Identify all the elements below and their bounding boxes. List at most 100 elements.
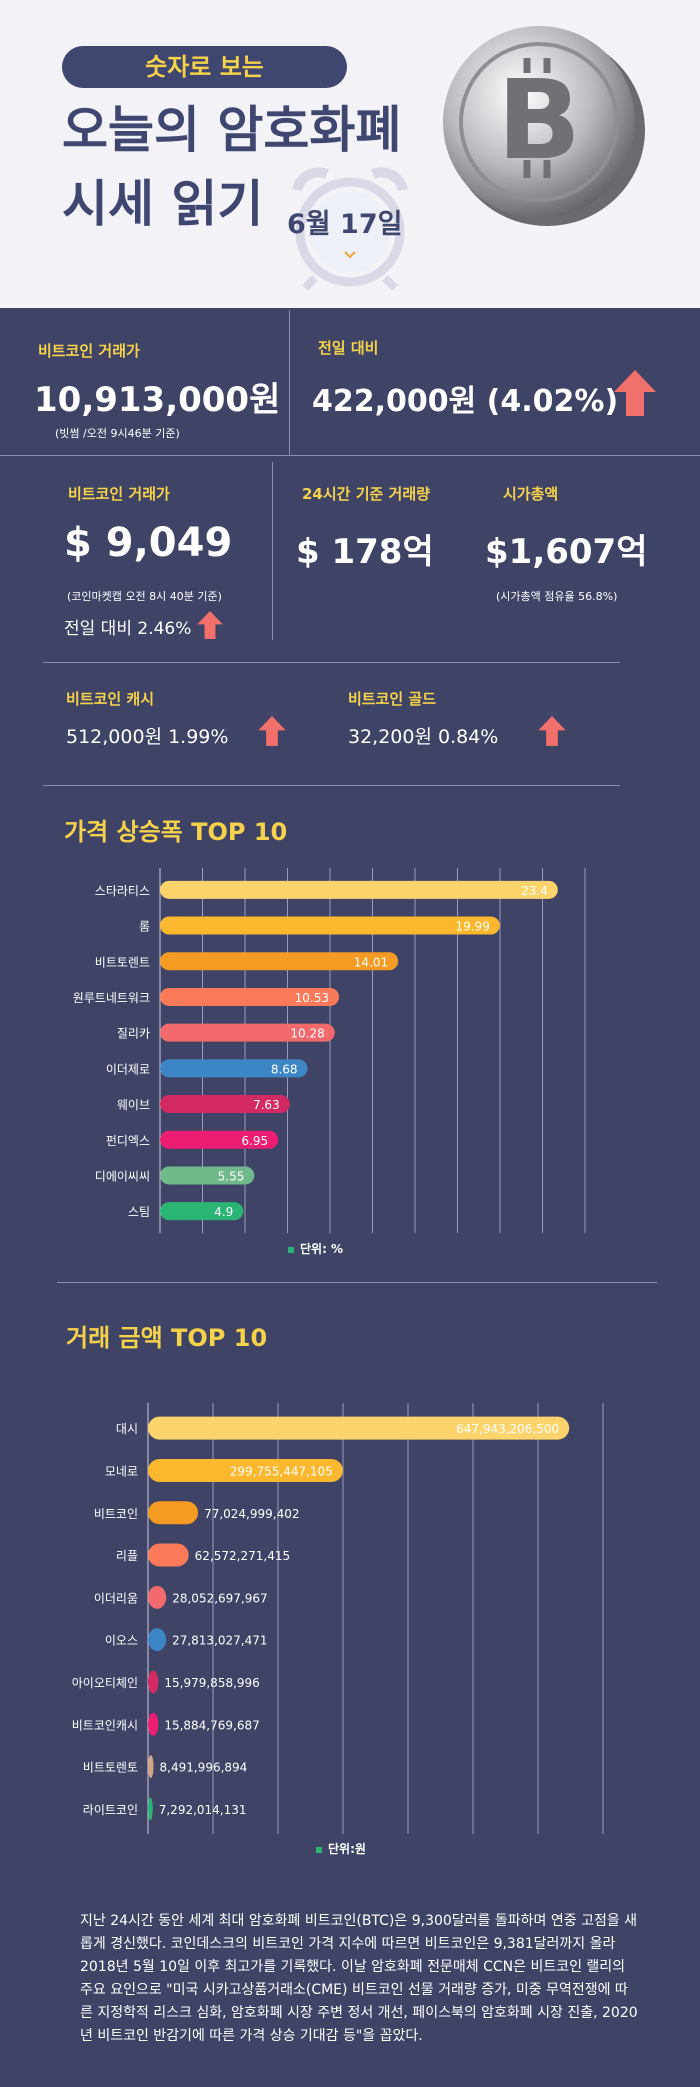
category-label: 비트코인캐시 [72,1718,138,1732]
up-arrow-icon [197,611,223,639]
bar [148,1543,189,1567]
bar [160,1202,244,1221]
gold-label: 비트코인 골드 [348,690,437,708]
bar [148,1712,159,1736]
price-rise-chart: 스타라티스 23.4 롬 19.99 비트토렌트 14.01 원루트네트워크 10.53 질리카… [73,868,586,1233]
data-label: 7,292,014,131 [159,1803,247,1817]
data-label: 77,024,999,402 [204,1507,299,1521]
data-label: 647,943,206,500 [456,1422,559,1436]
category-label: 비트토렌토 [83,1761,138,1775]
page-subtitle: 시세 읽기 [62,175,264,233]
cap-value: $1,607억 [485,532,648,572]
data-label: 62,572,271,415 [195,1549,290,1563]
category-label: 아이오티체인 [72,1676,138,1690]
bar [148,1755,154,1779]
change-value: 422,000원 (4.02%) [312,384,619,419]
bar [148,1501,199,1525]
bitcoin-coin-icon: B [443,26,645,226]
data-label: 299,755,447,105 [230,1464,333,1478]
data-label: 6.95 [241,1134,268,1148]
data-label: 10.28 [290,1027,324,1041]
volume-value: $ 178억 [296,532,434,572]
category-label: 비트토렌트 [95,955,150,969]
data-label: 8,491,996,894 [160,1761,248,1775]
chart-unit-trade-volume: 단위:원 [316,1840,366,1857]
data-label: 8.68 [271,1062,298,1076]
category-label: 디에이씨씨 [95,1169,150,1183]
bar [148,1797,153,1821]
bar [148,1670,159,1694]
change-label: 전일 대비 [318,339,379,357]
bar [148,1458,343,1482]
category-label: 이더리움 [94,1591,138,1605]
bar [148,1416,570,1440]
volume-label: 24시간 기준 거래량 [302,485,430,503]
header: 숫자로 보는 오늘의 암호화폐 시세 읽기 6월 17일 B [0,0,700,308]
data-label: 27,813,027,471 [172,1634,267,1648]
cash-value: 512,000원 1.99% [66,726,229,748]
bar [160,916,500,935]
btc-usd-label: 비트코인 거래가 [68,485,170,503]
bar [160,1130,279,1149]
category-label: 리플 [116,1549,138,1563]
chart-title-price-rise: 가격 상승폭 TOP 10 [64,818,288,846]
data-label: 10.53 [295,991,329,1005]
bar [148,1585,167,1609]
btc-usd-change: 전일 대비 2.46% [64,619,192,639]
article-paragraph: 지난 24시간 동안 세계 최대 암호화폐 비트코인(BTC)은 9,300달러… [80,1913,638,2044]
data-label: 4.9 [214,1205,233,1219]
data-label: 15,884,769,687 [164,1718,259,1732]
chart-title-trade-volume: 거래 금액 TOP 10 [66,1324,268,1352]
category-label: 비트코인 [94,1507,138,1521]
data-label: 5.55 [218,1169,245,1183]
data-label: 23.4 [521,884,548,898]
btc-usd-value: $ 9,049 [64,520,233,566]
bar [160,1059,308,1078]
divider [43,785,620,786]
btc-krw-note: (빗썸 /오전 9시46분 기준) [55,427,180,440]
divider [43,662,620,663]
bar [160,1095,290,1114]
cap-label: 시가총액 [503,485,559,503]
data-label: 14.01 [354,955,388,969]
date-label: 6월 17일 [287,209,403,240]
data-label: 7.63 [253,1098,280,1112]
divider [272,462,273,640]
btc-krw-value: 10,913,000원 [34,380,281,420]
up-arrow-icon [538,716,566,746]
cash-label: 비트코인 캐시 [66,690,155,708]
data-label: 19.99 [455,920,489,934]
gold-value: 32,200원 0.84% [348,726,499,748]
bar [160,1023,335,1042]
svg-text:B: B [497,56,581,184]
bar [160,952,399,971]
category-label: 펀디엑스 [106,1134,150,1148]
category-label: 질리카 [117,1027,150,1041]
data-label: 15,979,858,996 [164,1676,259,1690]
bar [148,1628,167,1652]
category-label: 웨이브 [117,1098,150,1112]
cap-note: (시가총액 점유율 56.8%) [496,590,618,603]
data-label: 28,052,697,967 [172,1591,267,1605]
page-title: 오늘의 암호화폐 [62,101,402,159]
bar [160,1166,255,1185]
category-label: 스타라티스 [95,884,150,898]
category-label: 스팀 [128,1205,150,1219]
bar [160,987,340,1006]
divider [57,1282,657,1283]
btc-usd-note: (코인마켓캡 오전 8시 40분 기준) [67,590,222,603]
up-arrow-icon [614,370,656,416]
divider [0,455,700,456]
category-label: 라이트코인 [83,1803,138,1817]
alarm-clock-icon [292,167,408,290]
category-label: 이오스 [105,1634,138,1648]
divider [289,310,290,455]
category-label: 모네로 [105,1464,138,1478]
header-pill: 숫자로 보는 [62,46,347,88]
trade-volume-chart: 대시 647,943,206,500 모네로 299,755,447,105 비트코인 7… [72,1403,604,1834]
category-label: 롬 [139,920,150,934]
btc-krw-label: 비트코인 거래가 [38,342,140,360]
category-label: 이더제로 [106,1062,150,1076]
chart-unit-price-rise: 단위: % [288,1240,343,1257]
